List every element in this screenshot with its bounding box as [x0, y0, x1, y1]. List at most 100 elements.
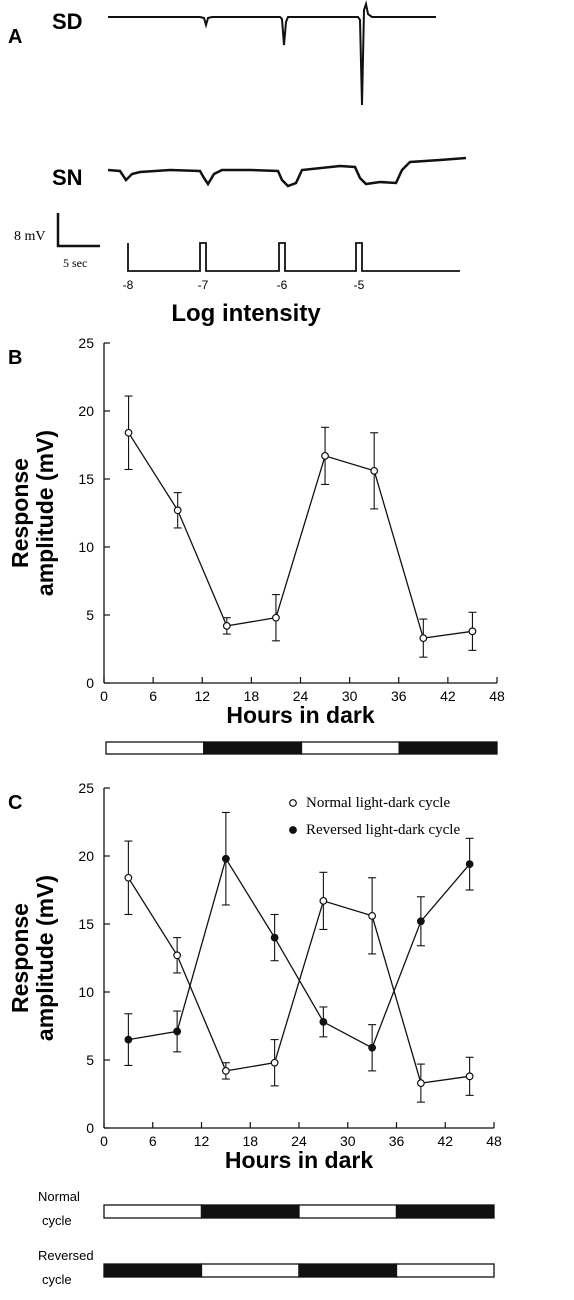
legend-marker	[289, 826, 297, 834]
series-normal	[124, 395, 477, 658]
x-tick-label: 0	[100, 1133, 108, 1149]
y-tick-label: 20	[78, 848, 94, 864]
y-tick-label: 25	[78, 780, 94, 796]
x-tick-label: 36	[391, 688, 407, 704]
data-point	[465, 1072, 474, 1081]
y-axis-label-line: amplitude (mV)	[32, 430, 58, 596]
x-axis-label: Hours in dark	[226, 702, 374, 728]
y-tick-label: 10	[78, 984, 94, 1000]
dark-segment	[103, 1263, 203, 1278]
data-point	[416, 917, 425, 926]
y-tick-label: 15	[78, 471, 94, 487]
data-point	[124, 1035, 133, 1044]
cycle-bar	[105, 741, 498, 755]
x-tick-label: 6	[149, 688, 157, 704]
legend-marker	[289, 799, 297, 807]
x-tick-label: 24	[291, 1133, 307, 1149]
legend-entry: Normal light-dark cycle	[306, 795, 450, 811]
panel-a-label: A	[8, 26, 22, 48]
stimulus-trace	[127, 242, 460, 272]
legend: Normal light-dark cycle Reversed light-da…	[289, 795, 460, 838]
dark-segment	[200, 1204, 300, 1219]
panel-c-label: C	[8, 792, 22, 814]
legend-entry: Reversed light-dark cycle	[306, 822, 460, 838]
x-axis-label: Hours in dark	[225, 1147, 373, 1173]
x-tick-label: 42	[437, 1133, 453, 1149]
panel-b: B 0 5 10 15 20 25 0 6 12 18 24 30 36 42 48 Hours in dar…	[7, 335, 505, 755]
y-axis-label-line: Response	[7, 903, 33, 1013]
cycle-bar-label: cycle	[42, 1213, 72, 1228]
y-tick-label: 20	[78, 403, 94, 419]
x-tick-label: 48	[486, 1133, 502, 1149]
sd-trace	[108, 0, 436, 106]
trace-label-sn: SN	[52, 165, 83, 190]
data-point	[468, 627, 477, 636]
series-reversed	[124, 811, 474, 1072]
data-point	[222, 621, 231, 630]
light-segment	[105, 741, 205, 755]
x-tick-label: 42	[440, 688, 456, 704]
data-point	[370, 466, 379, 475]
data-point	[173, 1027, 182, 1036]
data-point	[124, 428, 133, 437]
x-tick-label: 18	[242, 1133, 258, 1149]
stimulus-label: -7	[198, 278, 209, 292]
panel-b-label: B	[8, 347, 22, 369]
x-tick-label: 12	[194, 688, 210, 704]
dark-segment	[395, 1204, 495, 1219]
series-line	[128, 857, 471, 1049]
scale-time-label: 5 sec	[63, 256, 87, 270]
y-tick-label: 5	[86, 607, 94, 623]
cycle-bar-label: Normal	[38, 1189, 80, 1204]
y-tick-label: 5	[86, 1052, 94, 1068]
y-tick-label: 0	[86, 1120, 94, 1136]
data-point	[419, 634, 428, 643]
cycle-bar: Normal cycle	[38, 1189, 495, 1228]
y-tick-label: 0	[86, 675, 94, 691]
dark-segment	[298, 1263, 398, 1278]
dark-segment	[203, 741, 303, 755]
data-point	[221, 854, 230, 863]
stimulus-label: -8	[123, 278, 134, 292]
x-tick-label: 18	[244, 688, 260, 704]
scale-bar	[56, 213, 100, 248]
panel-a: A SD SN 8 mV 5 sec -8 -7 -6 -5 Log inten…	[8, 0, 467, 327]
x-tick-label: 30	[342, 688, 358, 704]
panel-c: C 0 5 10 15 20 25 0 6 12 18 24 30 36 42 48 Hours in dar…	[7, 780, 502, 1287]
data-point	[321, 451, 329, 460]
data-point	[272, 613, 280, 622]
light-segment	[298, 1204, 398, 1219]
light-segment	[103, 1204, 203, 1219]
data-point	[221, 1066, 230, 1075]
stimulus-label: -6	[277, 278, 288, 292]
light-segment	[200, 1263, 300, 1278]
data-point	[270, 933, 279, 942]
series-line	[128, 432, 473, 639]
data-point	[465, 860, 474, 869]
chart-b: 0 5 10 15 20 25 0 6 12 18 24 30 36 42 48 Hours in dark R…	[7, 335, 505, 755]
y-axis-label-line: amplitude (mV)	[32, 875, 58, 1041]
x-tick-label: 24	[293, 688, 309, 704]
x-tick-label: 30	[340, 1133, 356, 1149]
sn-trace	[107, 156, 467, 188]
series-line	[127, 877, 470, 1084]
chart-c: 0 5 10 15 20 25 0 6 12 18 24 30 36 42 48 Hours in dark R…	[7, 780, 502, 1287]
data-point	[368, 1043, 377, 1052]
cycle-bar: Reversed cycle	[38, 1248, 495, 1287]
dark-segment	[398, 741, 498, 755]
cycle-bar-label: Reversed	[38, 1248, 94, 1263]
y-tick-label: 25	[78, 335, 94, 351]
y-tick-label: 10	[78, 539, 94, 555]
x-tick-label: 36	[389, 1133, 405, 1149]
data-point	[270, 1058, 279, 1067]
light-segment	[395, 1263, 495, 1278]
data-point	[173, 951, 182, 960]
light-segment	[300, 741, 400, 755]
cycle-bar-label: cycle	[42, 1272, 72, 1287]
data-point	[319, 1018, 328, 1026]
panel-a-xlabel: Log intensity	[171, 300, 321, 327]
stimulus-label: -5	[354, 278, 365, 292]
scale-voltage-label: 8 mV	[14, 229, 46, 244]
data-point	[173, 506, 182, 515]
